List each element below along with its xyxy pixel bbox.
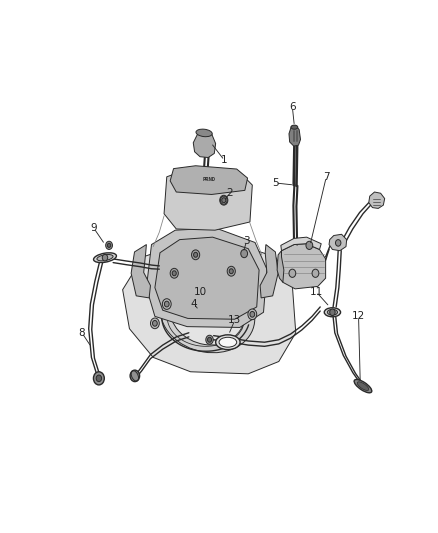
Text: 10: 10 <box>194 287 207 297</box>
Text: 5: 5 <box>272 178 279 188</box>
Circle shape <box>248 309 257 320</box>
Polygon shape <box>146 228 267 327</box>
Polygon shape <box>281 237 321 251</box>
Ellipse shape <box>160 276 255 353</box>
Ellipse shape <box>291 125 298 129</box>
Text: 7: 7 <box>323 172 330 182</box>
Polygon shape <box>123 243 296 374</box>
Polygon shape <box>170 166 247 195</box>
Circle shape <box>107 243 111 247</box>
Text: 12: 12 <box>352 311 365 321</box>
Polygon shape <box>279 244 325 289</box>
Circle shape <box>170 268 178 278</box>
Ellipse shape <box>170 284 245 345</box>
Circle shape <box>96 375 102 382</box>
Ellipse shape <box>219 337 237 347</box>
Polygon shape <box>131 245 151 298</box>
Circle shape <box>220 196 227 204</box>
Text: 2: 2 <box>226 188 233 198</box>
Text: 4: 4 <box>191 299 197 309</box>
Circle shape <box>250 311 254 317</box>
Ellipse shape <box>357 382 369 391</box>
Circle shape <box>194 252 198 257</box>
Text: 11: 11 <box>310 287 323 297</box>
Text: 13: 13 <box>228 316 241 326</box>
Circle shape <box>336 240 341 246</box>
Circle shape <box>102 254 108 261</box>
Circle shape <box>206 335 213 344</box>
Circle shape <box>227 266 235 276</box>
Circle shape <box>130 370 140 382</box>
Polygon shape <box>155 237 259 319</box>
Circle shape <box>312 269 319 277</box>
Polygon shape <box>164 167 252 230</box>
Ellipse shape <box>196 129 212 136</box>
Polygon shape <box>369 192 385 208</box>
Circle shape <box>172 271 176 276</box>
Circle shape <box>152 320 157 326</box>
Circle shape <box>241 249 247 257</box>
Polygon shape <box>193 131 215 158</box>
Circle shape <box>151 318 159 329</box>
Circle shape <box>330 309 335 316</box>
Circle shape <box>222 198 226 203</box>
Polygon shape <box>260 245 278 298</box>
Circle shape <box>162 298 171 309</box>
Text: 9: 9 <box>91 223 97 233</box>
Ellipse shape <box>324 308 341 317</box>
Text: PRND: PRND <box>203 177 215 182</box>
Polygon shape <box>329 235 346 251</box>
Ellipse shape <box>215 335 240 350</box>
Circle shape <box>229 269 233 273</box>
Circle shape <box>164 301 169 307</box>
Ellipse shape <box>97 255 113 261</box>
Polygon shape <box>289 126 300 146</box>
Ellipse shape <box>327 309 338 315</box>
Circle shape <box>306 241 313 249</box>
Circle shape <box>220 195 228 205</box>
Ellipse shape <box>354 379 372 393</box>
Circle shape <box>289 269 296 277</box>
Text: 1: 1 <box>221 156 228 165</box>
Circle shape <box>191 250 200 260</box>
Circle shape <box>208 337 212 342</box>
Polygon shape <box>277 251 284 282</box>
Ellipse shape <box>94 253 117 263</box>
Text: 6: 6 <box>289 102 296 112</box>
Circle shape <box>106 241 113 249</box>
Circle shape <box>93 372 104 385</box>
Text: 8: 8 <box>78 328 85 338</box>
Text: 3: 3 <box>243 236 250 246</box>
